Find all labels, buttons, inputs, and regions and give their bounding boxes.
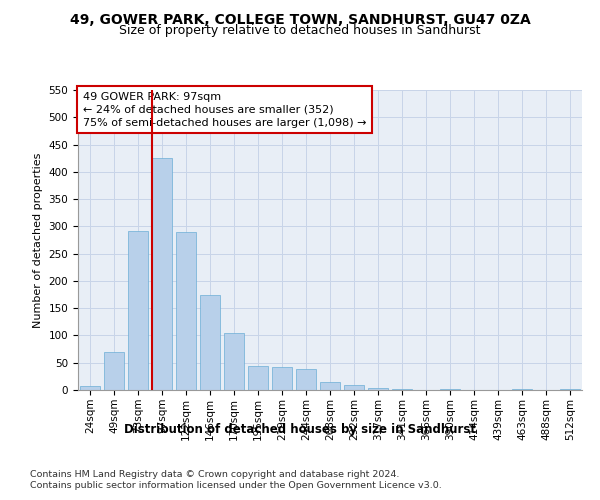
Text: Contains HM Land Registry data © Crown copyright and database right 2024.: Contains HM Land Registry data © Crown c… xyxy=(30,470,400,479)
Text: Contains public sector information licensed under the Open Government Licence v3: Contains public sector information licen… xyxy=(30,481,442,490)
Bar xyxy=(248,366,268,390)
Bar xyxy=(176,232,196,390)
Text: 49, GOWER PARK, COLLEGE TOWN, SANDHURST, GU47 0ZA: 49, GOWER PARK, COLLEGE TOWN, SANDHURST,… xyxy=(70,12,530,26)
Bar xyxy=(320,382,340,390)
Text: Distribution of detached houses by size in Sandhurst: Distribution of detached houses by size … xyxy=(124,422,476,436)
Bar xyxy=(128,230,148,390)
Bar xyxy=(104,352,124,390)
Bar xyxy=(440,389,460,390)
Bar xyxy=(272,367,292,390)
Bar xyxy=(296,370,316,390)
Text: 49 GOWER PARK: 97sqm
← 24% of detached houses are smaller (352)
75% of semi-deta: 49 GOWER PARK: 97sqm ← 24% of detached h… xyxy=(83,92,367,128)
Text: Size of property relative to detached houses in Sandhurst: Size of property relative to detached ho… xyxy=(119,24,481,37)
Y-axis label: Number of detached properties: Number of detached properties xyxy=(33,152,43,328)
Bar xyxy=(224,332,244,390)
Bar xyxy=(368,388,388,390)
Bar xyxy=(200,294,220,390)
Bar xyxy=(344,385,364,390)
Bar xyxy=(152,158,172,390)
Bar xyxy=(560,389,580,390)
Bar xyxy=(80,386,100,390)
